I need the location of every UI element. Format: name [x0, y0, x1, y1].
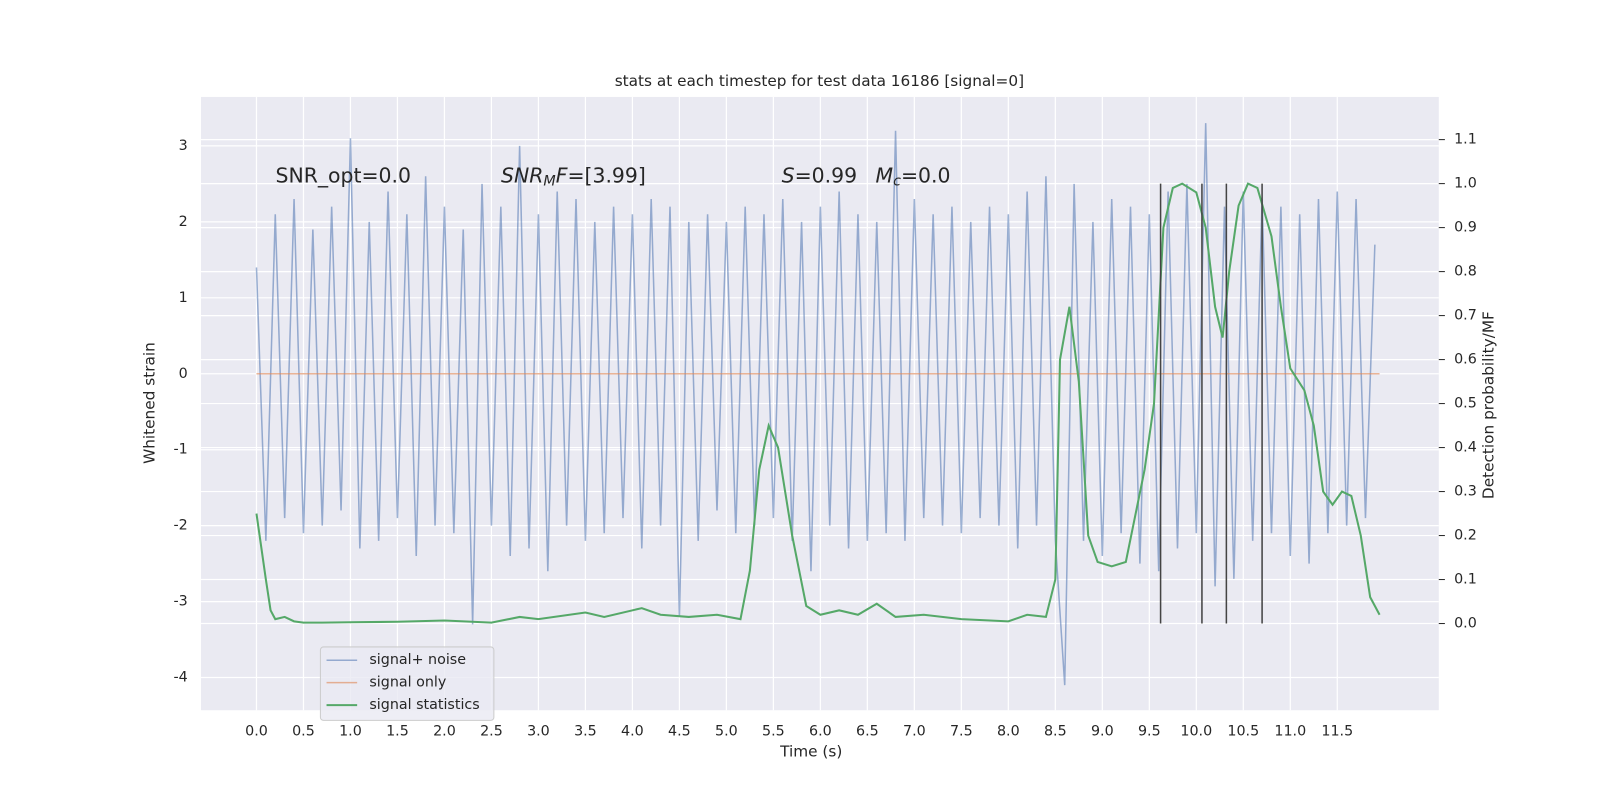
series-line: [255, 123, 1376, 686]
annotation-part: =0.0: [901, 164, 951, 188]
annotation-part: =0.99: [795, 164, 858, 188]
x-tick-label: 2.0: [433, 724, 456, 740]
marks: [255, 123, 1381, 686]
annotation-part: S: [782, 164, 795, 188]
x-tick-label: 9.0: [1091, 724, 1114, 740]
x-tick-label: 3.5: [574, 724, 597, 740]
x-tick-label: 7.0: [903, 724, 926, 740]
x-axis-label: Time (s): [779, 743, 842, 761]
x-tick-label: 7.5: [950, 724, 973, 740]
x-tick-label: 3.0: [527, 724, 550, 740]
series-line: [255, 182, 1381, 624]
x-tick-label: 4.0: [621, 724, 644, 740]
legend-label: signal+ noise: [369, 652, 466, 668]
annotation: Mc=0.0: [876, 164, 951, 190]
legend: signal+ noise signal only signal statistic…: [319, 646, 495, 721]
annotations: SNR_opt=0.0 SNRMF=[3.99] S=0.99 Mc=0.0: [276, 164, 951, 190]
x-tick-label: 0.5: [292, 724, 315, 740]
legend-label: signal statistics: [369, 697, 479, 713]
annotation: SNR_opt=0.0: [276, 164, 412, 189]
x-tick-label: 5.0: [715, 724, 738, 740]
x-tick-label: 10.5: [1227, 724, 1259, 740]
y2-tick-label: 0.4: [1454, 440, 1477, 456]
x-tick-label: 9.5: [1138, 724, 1161, 740]
y-tick-label: 3: [179, 138, 188, 154]
x-tick-label: 5.5: [762, 724, 785, 740]
x-tick-label: 10.0: [1180, 724, 1212, 740]
annotation: S=0.99: [782, 164, 857, 188]
y2-tick-label: 0.9: [1454, 220, 1477, 236]
x-tick-label: 0.0: [245, 724, 268, 740]
x-tick-label: 8.5: [1044, 724, 1067, 740]
x-tick-label: 11.0: [1274, 724, 1306, 740]
x-tick-label: 8.0: [997, 724, 1020, 740]
y2-axis-label: Detection probability/MF: [1479, 311, 1497, 499]
y2-tick-label: 0.2: [1454, 528, 1477, 544]
annotation-part: SNR_opt=0.0: [276, 164, 412, 189]
annotation-part: M: [876, 164, 894, 188]
y2-tick-label: 0.0: [1454, 616, 1477, 632]
chart-title: stats at each timestep for test data 161…: [615, 72, 1024, 90]
annotation-part: SNR: [501, 164, 543, 188]
x-tick-label: 1.0: [339, 724, 362, 740]
y-tick-label: 2: [179, 214, 188, 230]
annotation: SNRMF=[3.99]: [501, 164, 646, 190]
y2-tick-label: 0.5: [1454, 396, 1477, 412]
y2-tick-label: 0.6: [1454, 352, 1477, 368]
annotation-part: F: [556, 164, 568, 188]
y2-tick-label: 0.1: [1454, 572, 1477, 588]
x-tick-label: 11.5: [1321, 724, 1353, 740]
y2-tick-label: 0.7: [1454, 308, 1477, 324]
x-tick-label: 2.5: [480, 724, 503, 740]
y2-tick-label: 1.0: [1454, 176, 1477, 192]
y-tick-label: -4: [174, 670, 188, 686]
y-axis-label: Whitened strain: [141, 342, 159, 464]
y-tick-label: 0: [179, 366, 188, 382]
legend-box: [319, 646, 495, 721]
y-tick-label: -1: [174, 442, 188, 458]
y-tick-label: -2: [174, 518, 188, 534]
y2-tick-label: 1.1: [1454, 132, 1477, 148]
x-tick-label: 6.5: [856, 724, 879, 740]
y2-tick-label: 0.8: [1454, 264, 1477, 280]
y-tick-label: 1: [179, 290, 188, 306]
x-tick-label: 1.5: [386, 724, 409, 740]
annotation-part: M: [543, 174, 555, 190]
y2-tick-label: 0.3: [1454, 484, 1477, 500]
x-tick-label: 6.0: [809, 724, 832, 740]
y-tick-label: -3: [174, 594, 188, 610]
annotation-part: =[3.99]: [567, 164, 645, 188]
x-tick-label: 4.5: [668, 724, 691, 740]
annotation-part: c: [893, 174, 901, 190]
legend-label: signal only: [369, 675, 446, 691]
